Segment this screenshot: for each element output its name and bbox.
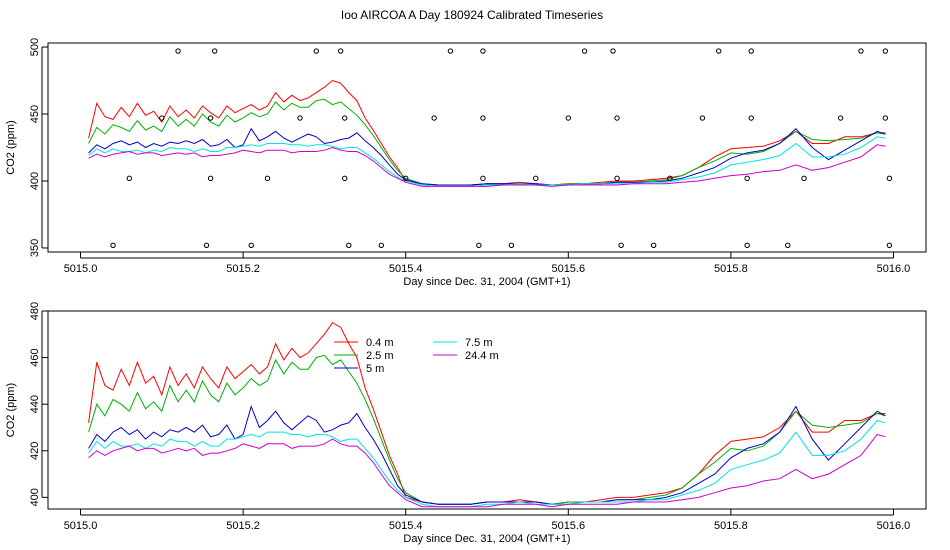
- data-point: [882, 48, 889, 54]
- x-tick-label: 5015.2: [226, 263, 260, 275]
- y-tick-label: 440: [29, 395, 41, 413]
- legend-label: 24.4 m: [465, 350, 499, 362]
- y-axis-label: CO2 (ppm): [5, 120, 17, 174]
- chart-title: Ioo AIRCOA A Day 180924 Calibrated Times…: [341, 8, 603, 22]
- x-tick-label: 5015.4: [389, 263, 423, 275]
- data-point: [837, 115, 844, 121]
- data-point: [110, 242, 116, 249]
- series-line-2-5-m: [88, 354, 886, 505]
- data-point: [378, 242, 385, 249]
- data-point: [581, 48, 588, 54]
- x-tick-label: 5016.0: [877, 520, 911, 532]
- legend: 0.4 m2.5 m5 m 7.5 m24.4 m: [334, 337, 499, 375]
- data-point: [614, 175, 620, 182]
- data-point: [744, 242, 750, 249]
- top-panel: 5015.0 5015.2 5015.4 5015.6 5015.8 5016.0 Day …: [5, 38, 927, 288]
- data-point: [342, 115, 348, 121]
- data-point: [211, 48, 218, 54]
- legend-label: 2.5 m: [366, 350, 394, 362]
- series-line-0-4-m: [88, 79, 886, 186]
- x-tick-label: 5015.6: [551, 520, 585, 532]
- y-tick-label: 460: [29, 348, 41, 366]
- data-point: [476, 242, 482, 249]
- data-point: [618, 242, 624, 249]
- data-point: [882, 115, 889, 121]
- data-point: [650, 242, 657, 249]
- data-point: [858, 48, 864, 54]
- data-point: [175, 48, 181, 54]
- y-tick-label: 500: [29, 38, 41, 56]
- y-tick-label: 480: [29, 302, 41, 320]
- x-axis-label: Day since Dec. 31, 2004 (GMT+1): [403, 276, 570, 288]
- x-tick-label: 5016.0: [877, 263, 911, 275]
- plot-frame: [47, 42, 927, 253]
- series-line-24-4-m: [88, 433, 886, 508]
- x-tick-label: 5015.8: [714, 520, 748, 532]
- data-point: [337, 48, 344, 54]
- data-point: [508, 242, 515, 249]
- data-point: [614, 115, 620, 121]
- x-axis-label: Day since Dec. 31, 2004 (GMT+1): [403, 533, 570, 545]
- data-point: [342, 175, 348, 182]
- data-point: [533, 175, 539, 182]
- x-tick-label: 5015.6: [551, 263, 585, 275]
- data-point: [480, 48, 486, 54]
- series-line-7-5-m: [88, 136, 886, 187]
- data-point: [480, 115, 486, 121]
- data-point: [248, 242, 254, 249]
- data-point: [159, 115, 165, 121]
- x-tick-label: 5015.0: [64, 520, 98, 532]
- data-point: [480, 175, 486, 182]
- data-point: [667, 175, 673, 182]
- legend-label: 0.4 m: [366, 337, 394, 349]
- x-tick-label: 5015.0: [64, 263, 98, 275]
- legend-label: 5 m: [366, 363, 384, 375]
- plot-frame: [47, 310, 927, 510]
- data-point: [748, 48, 754, 54]
- data-point: [447, 48, 454, 54]
- data-point: [699, 115, 706, 121]
- data-point: [403, 175, 409, 182]
- y-tick-label: 350: [29, 239, 41, 257]
- series-line-0-4-m: [88, 321, 886, 505]
- legend-label: 7.5 m: [465, 337, 493, 349]
- x-tick-label: 5015.8: [714, 263, 748, 275]
- data-point: [785, 242, 791, 249]
- data-point: [126, 175, 132, 182]
- data-point: [346, 242, 352, 249]
- data-point: [313, 48, 319, 54]
- series-line-2-5-m: [88, 98, 886, 186]
- data-point: [801, 175, 807, 182]
- bottom-panel: 5015.0 5015.2 5015.4 5015.6 5015.8 5016.0 Day …: [5, 302, 927, 545]
- x-tick-label: 5015.4: [389, 520, 423, 532]
- data-point: [264, 175, 271, 182]
- data-point: [203, 242, 210, 249]
- data-point: [886, 175, 893, 182]
- y-tick-label: 400: [29, 488, 41, 506]
- series-line-24-4-m: [88, 144, 886, 187]
- x-tick-label: 5015.2: [226, 520, 260, 532]
- data-point: [748, 115, 754, 121]
- y-tick-label: 420: [29, 442, 41, 460]
- data-point: [610, 48, 616, 54]
- series-line-5-m: [88, 127, 886, 186]
- data-point: [565, 115, 571, 121]
- y-axis-label: CO2 (ppm): [5, 383, 17, 437]
- series-line-5-m: [88, 404, 886, 505]
- data-point: [207, 115, 214, 121]
- series-line-7-5-m: [88, 419, 886, 508]
- data-point: [431, 115, 437, 121]
- data-point: [207, 175, 214, 182]
- data-point: [715, 48, 722, 54]
- data-point: [886, 242, 893, 249]
- y-tick-label: 450: [29, 105, 41, 123]
- data-point: [744, 175, 750, 182]
- data-point: [297, 115, 303, 121]
- y-tick-label: 400: [29, 172, 41, 190]
